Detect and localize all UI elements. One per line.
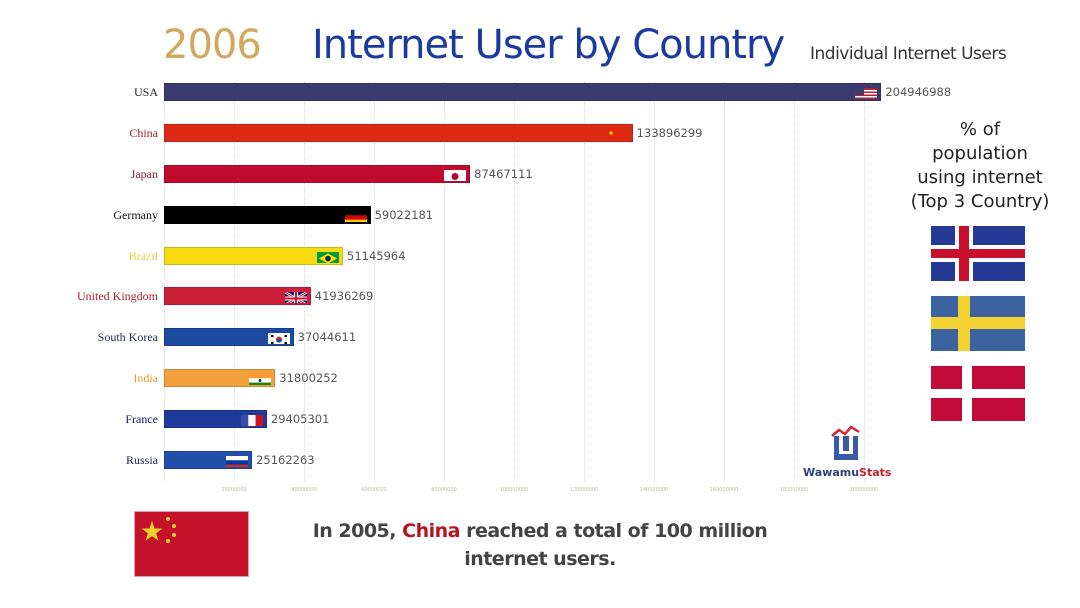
x-tick-label: 200000000 — [849, 487, 879, 493]
china-flag-icon — [134, 511, 249, 577]
value-label: 87467111 — [474, 167, 533, 181]
bar-row-usa: USA 204946988 — [0, 82, 1080, 104]
bar-row-brazil: Brazil 51145964 — [0, 246, 1080, 268]
x-tick-label: 60000000 — [361, 487, 387, 493]
value-label: 51145964 — [347, 249, 406, 263]
top3-panel-title: % of population using internet (Top 3 Co… — [900, 118, 1060, 214]
gridline — [654, 82, 655, 482]
bar — [164, 410, 267, 428]
country-label: France — [125, 412, 158, 426]
value-label: 204946988 — [885, 85, 952, 99]
germany-flag-icon — [344, 209, 367, 222]
fact-suffix: reached a total of 100 million internet … — [459, 520, 768, 570]
panel-line: population — [932, 143, 1028, 164]
chart-title: Internet User by Country — [312, 22, 785, 68]
x-tick-label: 100000000 — [499, 487, 529, 493]
bar-row-india: India 31800252 — [0, 368, 1080, 390]
bar-row-south-korea: South Korea 37044611 — [0, 327, 1080, 349]
gridline — [234, 82, 235, 482]
x-tick-label: 40000000 — [291, 487, 317, 493]
gridline — [374, 82, 375, 482]
country-label: China — [129, 126, 158, 140]
japan-flag-icon — [444, 168, 467, 181]
x-tick-label: 120000000 — [569, 487, 599, 493]
iceland-flag-icon — [931, 226, 1025, 281]
panel-line: (Top 3 Country) — [910, 191, 1050, 212]
bar — [164, 287, 311, 305]
gridline — [584, 82, 585, 482]
bar-row-united-kingdom: United Kingdom 41936269 — [0, 286, 1080, 308]
logo-text: WawamuStats — [803, 466, 892, 479]
country-label: South Korea — [97, 330, 158, 344]
panel-line: using internet — [917, 167, 1043, 188]
bar — [164, 83, 882, 101]
logo-icon — [831, 425, 860, 460]
bar — [164, 247, 343, 265]
value-label: 133896299 — [636, 126, 703, 140]
gridline — [444, 82, 445, 482]
bar-row-china: China 133896299 — [0, 123, 1080, 145]
bar-row-russia: Russia 25162263 — [0, 450, 1080, 472]
chart-subtitle: Individual Internet Users — [810, 44, 1007, 64]
sweden-flag-icon — [931, 296, 1025, 351]
logo-text-part2: Stats — [859, 466, 892, 479]
south-korea-flag-icon — [267, 331, 290, 344]
fact-highlight: China — [402, 520, 460, 542]
country-label: India — [133, 371, 158, 385]
china-flag-icon — [606, 127, 629, 140]
country-label: Russia — [125, 453, 158, 467]
usa-flag-icon — [855, 86, 878, 99]
bar-row-japan: Japan 87467111 — [0, 164, 1080, 186]
gridline — [864, 82, 865, 482]
value-label: 59022181 — [374, 208, 434, 222]
france-flag-icon — [240, 413, 263, 426]
value-label: 25162263 — [256, 453, 315, 467]
x-tick-label: 80000000 — [431, 487, 457, 493]
country-label: Brazil — [128, 249, 158, 263]
country-label: United Kingdom — [77, 289, 158, 303]
value-label: 29405301 — [270, 412, 330, 426]
russia-flag-icon — [226, 454, 249, 467]
value-label: 31800252 — [279, 371, 338, 385]
x-tick-label: 160000000 — [709, 487, 739, 493]
panel-line: % of — [959, 119, 1001, 140]
denmark-flag-icon — [931, 366, 1025, 421]
bar — [164, 369, 276, 387]
bar — [164, 165, 471, 183]
wawamustats-logo: WawamuStats — [803, 424, 892, 479]
country-label: Japan — [130, 167, 158, 181]
x-tick-label: 140000000 — [639, 487, 669, 493]
bar-row-germany: Germany 59022181 — [0, 205, 1080, 227]
year-label: 2006 — [163, 22, 262, 68]
country-label: Germany — [113, 208, 158, 222]
united-kingdom-flag-icon — [284, 290, 307, 303]
country-label: USA — [133, 85, 158, 99]
fact-prefix: In 2005, — [312, 520, 403, 542]
x-tick-label: 20000000 — [221, 487, 247, 493]
bar-row-france: France 29405301 — [0, 409, 1080, 431]
gridline — [724, 82, 725, 482]
gridline — [794, 82, 795, 482]
x-tick-label: 180000000 — [779, 487, 809, 493]
bar — [164, 328, 294, 346]
bar — [164, 124, 633, 142]
value-label: 37044611 — [297, 330, 357, 344]
india-flag-icon — [249, 372, 272, 385]
gridline — [514, 82, 515, 482]
brazil-flag-icon — [317, 250, 339, 263]
gridline — [304, 82, 305, 482]
bar — [164, 206, 371, 224]
fact-caption: In 2005, China reached a total of 100 mi… — [270, 517, 810, 573]
bar — [164, 451, 253, 469]
logo-text-part1: Wawamu — [803, 466, 860, 479]
value-label: 41936269 — [314, 289, 374, 303]
gridline — [164, 82, 165, 482]
